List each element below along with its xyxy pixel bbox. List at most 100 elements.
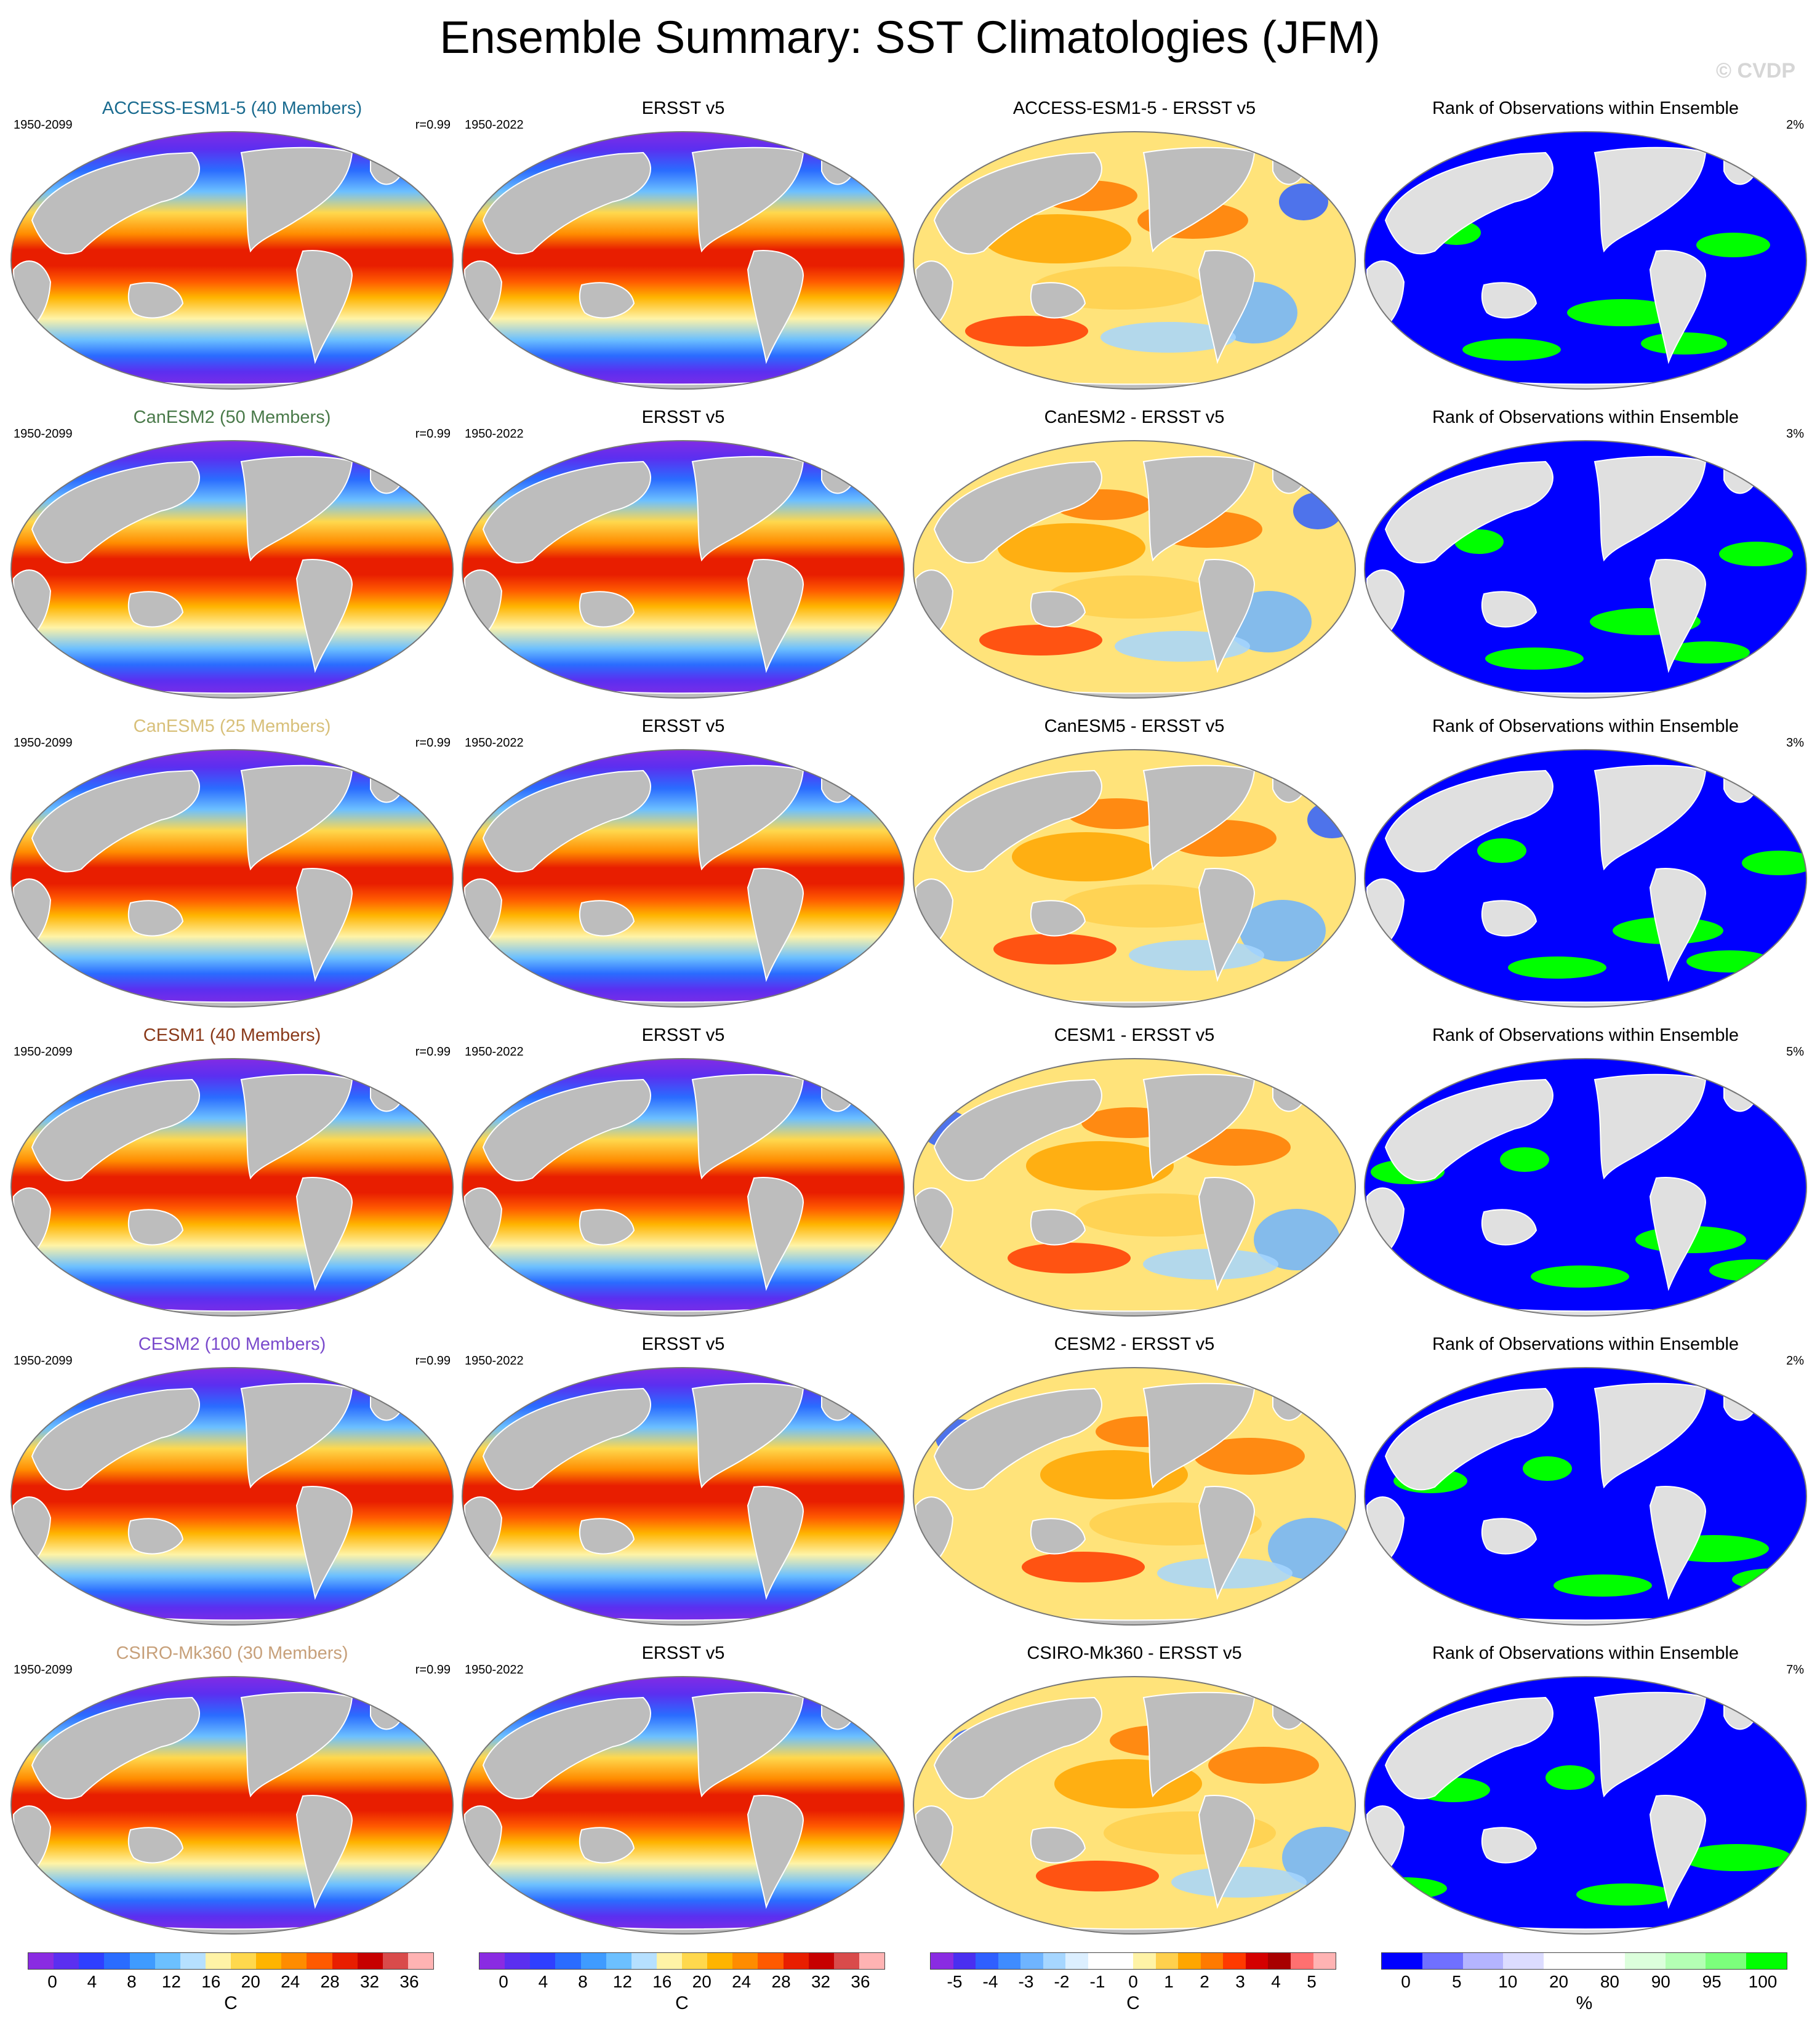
rank-high-region xyxy=(1576,1883,1675,1906)
colorbar-swatch xyxy=(357,1953,383,1969)
map-frame xyxy=(913,131,1356,390)
north-america-land xyxy=(691,455,804,562)
colorbar-swatch xyxy=(79,1953,105,1969)
colorbar-swatch xyxy=(953,1953,976,1969)
greenland-land xyxy=(370,454,403,494)
map-diff xyxy=(913,440,1356,699)
colorbar-tick-label: 5 xyxy=(1452,1972,1462,1991)
greenland-land xyxy=(1272,1072,1305,1112)
map-diff xyxy=(913,131,1356,390)
difference-anomaly xyxy=(998,523,1145,572)
eurasia-land xyxy=(933,1387,1102,1491)
period-label: 1950-2099 xyxy=(14,1045,73,1059)
eurasia-land xyxy=(1384,1696,1553,1800)
eurasia-land xyxy=(933,460,1102,564)
colorbar-tick-label: -2 xyxy=(1054,1972,1070,1991)
map-obs xyxy=(462,1367,905,1626)
difference-anomaly xyxy=(1254,1209,1340,1270)
panel-title: CESM1 (40 Members) xyxy=(143,1025,321,1045)
colorbar-swatch xyxy=(28,1953,54,1969)
colorbar-tick-label: 12 xyxy=(612,1972,632,1991)
difference-anomaly xyxy=(1026,1141,1174,1190)
map-rank xyxy=(1364,131,1807,390)
panel-model: CanESM2 (50 Members) 1950-2099 r=0.99 xyxy=(7,407,457,715)
map-frame xyxy=(10,440,454,699)
difference-anomaly xyxy=(993,934,1116,964)
north-america-land xyxy=(1594,1691,1707,1798)
period-label: 1950-2022 xyxy=(465,118,524,132)
panel-title: ERSST v5 xyxy=(641,98,725,118)
map-model xyxy=(10,1676,454,1935)
south-america-land xyxy=(1649,1795,1707,1909)
colorbar-unit: C xyxy=(1126,1993,1140,2013)
panel-title: Rank of Observations within Ensemble xyxy=(1432,1643,1739,1663)
colorbar: -5 -4 -3 -2 -1 0 1 2 3 4 5 C xyxy=(930,1952,1336,2014)
map-frame xyxy=(462,749,905,1008)
rank-high-region xyxy=(1462,339,1561,361)
colorbar-tick-label: 24 xyxy=(732,1972,752,1991)
rank-percent-label: 7% xyxy=(1786,1663,1804,1677)
south-america-land xyxy=(747,250,804,364)
colorbar-tick-label: 36 xyxy=(399,1972,419,1991)
south-america-land xyxy=(1198,1486,1256,1600)
colorbar-tick-label: 20 xyxy=(692,1972,712,1991)
north-america-land xyxy=(1142,455,1256,562)
panel-diff: CESM1 - ERSST v5 xyxy=(910,1025,1359,1333)
colorbar-tick-label: 16 xyxy=(652,1972,672,1991)
map-rank xyxy=(1364,440,1807,699)
colorbar-swatches xyxy=(28,1952,434,1970)
colorbar-swatch xyxy=(555,1953,581,1969)
colorbar-swatch xyxy=(1065,1953,1088,1969)
period-label: 1950-2099 xyxy=(14,118,73,132)
panel-rank: Rank of Observations within Ensemble 2% xyxy=(1361,98,1810,406)
australia-land xyxy=(579,1209,635,1246)
panel-diff: ACCESS-ESM1-5 - ERSST v5 xyxy=(910,98,1359,406)
colorbar-tick-label: 12 xyxy=(161,1972,181,1991)
colorbar-swatch xyxy=(407,1953,433,1969)
greenland-land xyxy=(1723,1690,1757,1730)
south-america-land xyxy=(1198,1177,1256,1291)
difference-anomaly xyxy=(1036,1861,1159,1891)
period-label: 1950-2022 xyxy=(465,1354,524,1368)
greenland-land xyxy=(821,763,854,803)
colorbar-tick-label: 2 xyxy=(1200,1972,1209,1991)
south-america-land xyxy=(1198,250,1256,364)
north-america-land xyxy=(1142,1691,1256,1798)
difference-anomaly xyxy=(1047,575,1219,619)
panel-model: CanESM5 (25 Members) 1950-2099 r=0.99 xyxy=(7,716,457,1024)
south-america-land xyxy=(747,559,804,673)
australia-land xyxy=(1481,1827,1537,1864)
panel-title: CSIRO-Mk360 (30 Members) xyxy=(116,1643,348,1663)
australia-land xyxy=(127,1518,184,1555)
colorbar-swatch xyxy=(281,1953,307,1969)
eurasia-land xyxy=(1384,151,1553,255)
difference-field xyxy=(913,441,1355,698)
eurasia-land xyxy=(1384,769,1553,873)
rank-high-region xyxy=(1567,299,1678,326)
map-diff xyxy=(913,1058,1356,1317)
colorbar-swatch xyxy=(1088,1953,1111,1969)
australia-land xyxy=(579,591,635,628)
greenland-land xyxy=(821,145,854,185)
panel-title: CanESM5 (25 Members) xyxy=(133,716,331,736)
north-america-land xyxy=(240,1073,353,1180)
panel-model: CESM1 (40 Members) 1950-2099 r=0.99 xyxy=(7,1025,457,1333)
australia-land xyxy=(579,1518,635,1555)
colorbar-swatch xyxy=(1245,1953,1269,1969)
difference-anomaly xyxy=(965,316,1088,347)
period-label: 1950-2099 xyxy=(14,1354,73,1368)
north-america-land xyxy=(691,764,804,871)
colorbar-tick-label: 0 xyxy=(1401,1972,1411,1991)
colorbar-tick-label: 100 xyxy=(1748,1972,1778,1991)
south-america-land xyxy=(295,250,353,364)
rank-field xyxy=(1365,132,1806,389)
period-label: 1950-2099 xyxy=(14,1663,73,1677)
colorbar-swatch xyxy=(707,1953,733,1969)
map-frame xyxy=(913,1676,1356,1935)
correlation-label: r=0.99 xyxy=(415,427,451,441)
difference-anomaly xyxy=(1143,1249,1278,1280)
colorbar-tick-label: -4 xyxy=(982,1972,998,1991)
colorbar-swatch xyxy=(205,1953,231,1969)
colorbar-swatch xyxy=(1110,1953,1134,1969)
greenland-land xyxy=(370,1072,403,1112)
